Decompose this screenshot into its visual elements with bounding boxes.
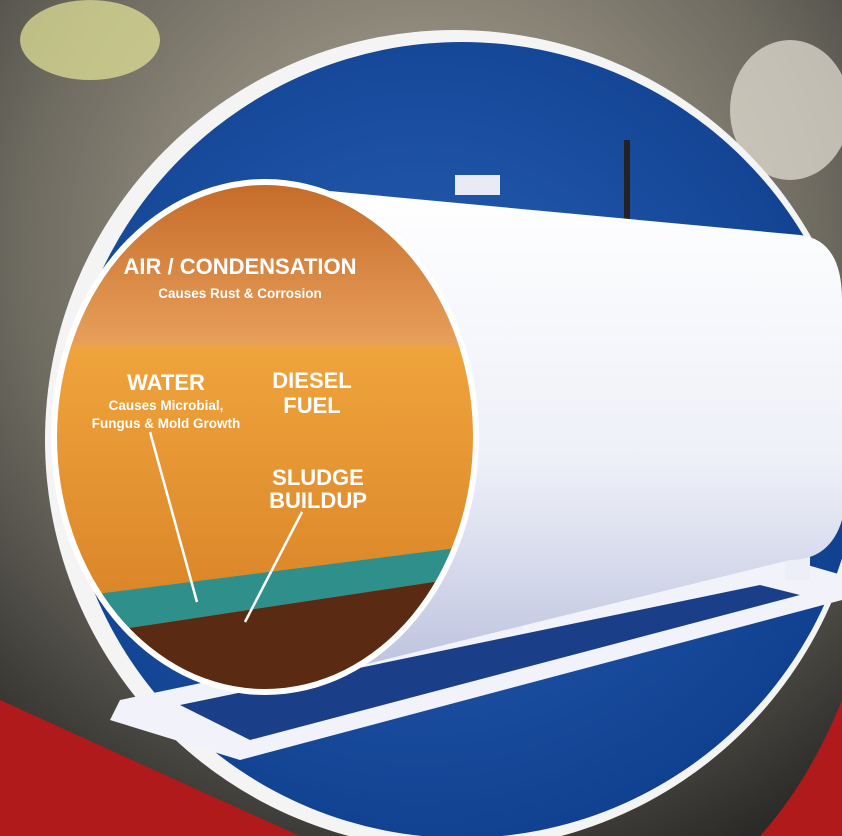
red-swoosh — [0, 700, 300, 836]
sludge-label: BUILDUP — [269, 488, 367, 513]
water-layer — [57, 545, 473, 640]
vent-pipe — [624, 140, 630, 220]
sludge-label: SLUDGE — [272, 465, 364, 490]
water-title: WATER — [127, 370, 205, 395]
water-note: Fungus & Mold Growth — [92, 416, 240, 431]
skid-inner — [180, 585, 800, 740]
blur-object — [20, 0, 160, 80]
diesel-label: FUEL — [283, 393, 340, 418]
air-note: Causes Rust & Corrosion — [158, 286, 322, 301]
blur-object — [730, 40, 842, 180]
red-swoosh — [760, 700, 842, 836]
water-note: Causes Microbial, — [109, 398, 224, 413]
pointer-line — [243, 511, 304, 623]
diesel-label: DIESEL — [272, 368, 351, 393]
tank-port — [455, 175, 500, 195]
pointer-line — [148, 431, 199, 603]
air-title: AIR / CONDENSATION — [123, 254, 356, 279]
